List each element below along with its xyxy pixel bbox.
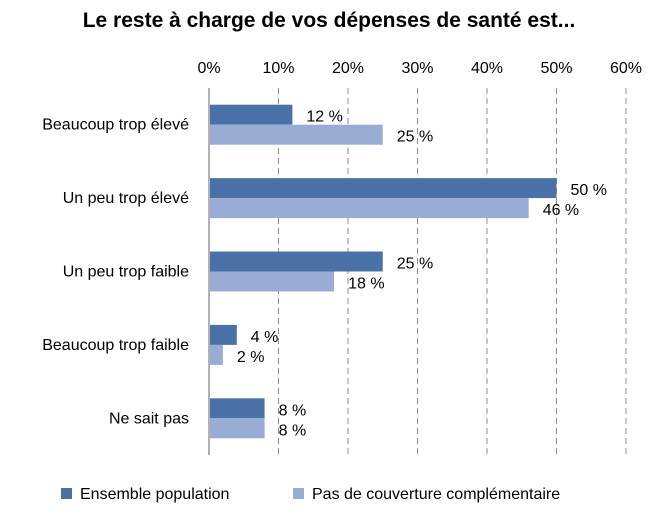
legend-swatch-pas-couverture xyxy=(293,488,304,499)
bar xyxy=(210,251,383,272)
category-label: Un peu trop faible xyxy=(63,264,189,281)
bar xyxy=(210,104,293,125)
x-tick-label: 20% xyxy=(332,60,364,77)
category-label: Beaucoup trop élevé xyxy=(42,117,189,134)
bar xyxy=(210,178,557,199)
category-label: Un peu trop élevé xyxy=(63,190,189,207)
bar xyxy=(210,398,265,419)
legend-label-pas-couverture: Pas de couverture complémentaire xyxy=(312,486,560,503)
data-label: 25 % xyxy=(397,256,433,273)
data-label: 8 % xyxy=(279,422,307,439)
x-tick-label: 50% xyxy=(540,60,572,77)
category-label: Beaucoup trop faible xyxy=(42,337,189,354)
category-labels: Beaucoup trop élevé Un peu trop élevé Un p… xyxy=(42,117,189,428)
bar xyxy=(210,418,265,439)
data-label: 4 % xyxy=(251,329,279,346)
bar xyxy=(210,124,383,145)
category-label: Ne sait pas xyxy=(109,410,189,427)
x-tick-label: 30% xyxy=(401,60,433,77)
data-label: 8 % xyxy=(279,402,307,419)
chart-title: Le reste à charge de vos dépenses de san… xyxy=(83,9,576,32)
legend: Ensemble population Pas de couverture co… xyxy=(61,486,560,503)
legend-swatch-ensemble xyxy=(61,488,72,499)
x-tick-label: 40% xyxy=(471,60,503,77)
x-tick-label: 60% xyxy=(610,60,642,77)
legend-label-ensemble: Ensemble population xyxy=(80,486,229,503)
data-label: 25 % xyxy=(397,129,433,146)
gridlines xyxy=(278,88,627,455)
x-axis-ticks: 0% 10% 20% 30% 40% 50% 60% xyxy=(197,60,642,77)
data-label: 46 % xyxy=(543,202,579,219)
bar xyxy=(210,344,223,365)
data-label: 18 % xyxy=(348,276,384,293)
bar xyxy=(210,271,335,292)
data-label: 2 % xyxy=(237,349,265,366)
x-tick-label: 10% xyxy=(262,60,294,77)
x-tick-label: 0% xyxy=(197,60,220,77)
bar xyxy=(210,324,237,345)
data-label: 12 % xyxy=(306,109,342,126)
bar xyxy=(210,198,529,219)
data-labels: 12 % 25 % 50 % 46 % 25 % 18 % 4 % 2 % 8 % 8 % xyxy=(237,109,607,440)
bars xyxy=(210,104,557,439)
data-label: 50 % xyxy=(571,182,607,199)
